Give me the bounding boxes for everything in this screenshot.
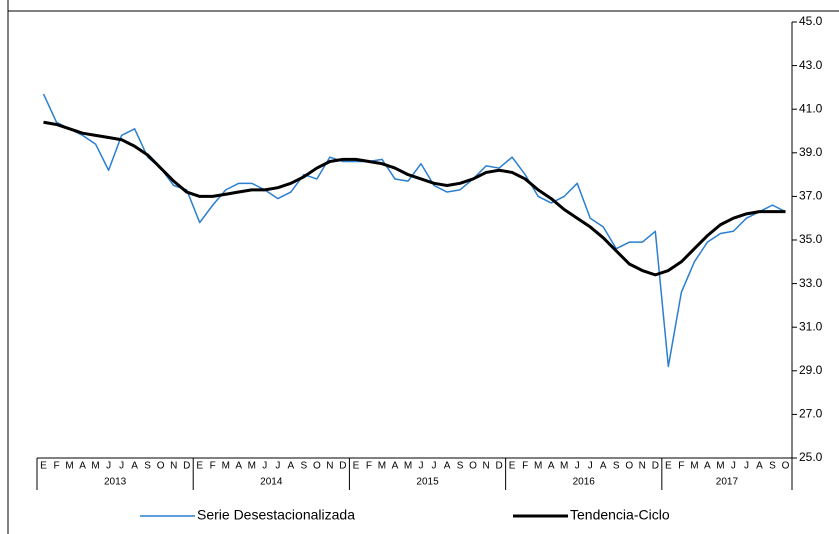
y-tick-label: 41.0 <box>799 101 823 115</box>
x-tick-label: J <box>419 461 424 472</box>
x-tick-label: M <box>91 461 99 472</box>
x-tick-label: J <box>106 461 111 472</box>
x-tick-label: M <box>248 461 256 472</box>
x-tick-label: O <box>469 461 477 472</box>
x-tick-label: M <box>560 461 568 472</box>
series-line <box>42 93 786 368</box>
x-tick-label: J <box>119 461 124 472</box>
x-tick-label: A <box>392 461 399 472</box>
x-tick-label: J <box>575 461 580 472</box>
x-tick-label: O <box>782 461 790 472</box>
x-tick-label: S <box>144 461 151 472</box>
x-tick-label: F <box>210 461 216 472</box>
x-tick-label: A <box>548 461 555 472</box>
x-tick-label: F <box>522 461 528 472</box>
x-tick-label: N <box>639 461 646 472</box>
x-tick-label: A <box>235 461 242 472</box>
x-tick-label: A <box>131 461 138 472</box>
x-tick-label: S <box>769 461 776 472</box>
y-tick-label: 27.0 <box>799 407 823 421</box>
x-tick-label: N <box>482 461 489 472</box>
x-tick-label: A <box>756 461 763 472</box>
x-tick-label: D <box>652 461 659 472</box>
x-tick-label: E <box>40 461 47 472</box>
x-tick-label: S <box>457 461 464 472</box>
group-label: 2016 <box>573 477 596 488</box>
group-label: 2017 <box>716 477 739 488</box>
x-tick-label: A <box>600 461 607 472</box>
x-tick-label: N <box>170 461 177 472</box>
x-tick-label: A <box>704 461 711 472</box>
y-tick-label: 31.0 <box>799 319 823 333</box>
x-tick-label: F <box>366 461 372 472</box>
x-tick-label: E <box>353 461 360 472</box>
x-tick-label: M <box>690 461 698 472</box>
x-tick-label: J <box>731 461 736 472</box>
x-tick-label: J <box>432 461 437 472</box>
x-tick-label: D <box>339 461 346 472</box>
x-tick-label: S <box>301 461 308 472</box>
x-tick-label: J <box>275 461 280 472</box>
x-tick-label: J <box>588 461 593 472</box>
y-tick-label: 35.0 <box>799 232 823 246</box>
y-tick-label: 43.0 <box>799 58 823 72</box>
x-tick-label: O <box>157 461 165 472</box>
legend-label: Tendencia-Ciclo <box>570 507 670 523</box>
x-tick-label: A <box>79 461 86 472</box>
x-tick-label: J <box>262 461 267 472</box>
group-label: 2013 <box>104 477 127 488</box>
x-tick-label: D <box>495 461 502 472</box>
y-tick-label: 45.0 <box>799 14 823 28</box>
x-tick-label: F <box>53 461 59 472</box>
x-tick-label: M <box>65 461 73 472</box>
group-label: 2014 <box>260 477 283 488</box>
x-tick-label: E <box>196 461 203 472</box>
x-tick-label: O <box>625 461 633 472</box>
x-tick-label: S <box>613 461 620 472</box>
y-tick-label: 33.0 <box>799 276 823 290</box>
y-tick-label: 39.0 <box>799 145 823 159</box>
series-line <box>43 120 786 277</box>
group-label: 2015 <box>416 477 439 488</box>
x-tick-label: N <box>326 461 333 472</box>
x-tick-label: J <box>744 461 749 472</box>
x-tick-label: A <box>444 461 451 472</box>
x-tick-label: M <box>716 461 724 472</box>
y-tick-label: 25.0 <box>799 450 823 464</box>
y-tick-label: 29.0 <box>799 363 823 377</box>
x-tick-label: M <box>378 461 386 472</box>
x-tick-label: M <box>534 461 542 472</box>
legend-label: Serie Desestacionalizada <box>197 507 355 523</box>
x-tick-label: D <box>183 461 190 472</box>
x-tick-label: O <box>313 461 321 472</box>
x-tick-label: A <box>288 461 295 472</box>
y-tick-label: 37.0 <box>799 189 823 203</box>
x-tick-label: E <box>509 461 516 472</box>
x-tick-label: M <box>404 461 412 472</box>
x-tick-label: E <box>665 461 672 472</box>
x-tick-label: M <box>222 461 230 472</box>
x-tick-label: F <box>678 461 684 472</box>
